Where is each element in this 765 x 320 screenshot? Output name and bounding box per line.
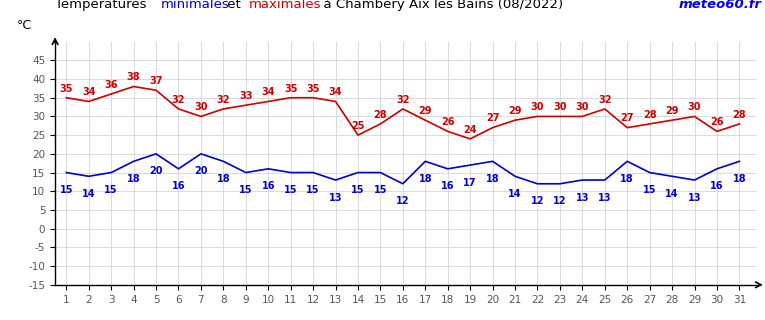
Text: 15: 15 [306, 185, 320, 195]
Text: 12: 12 [396, 196, 409, 206]
Text: 35: 35 [60, 84, 73, 93]
Text: Témpératures: Témpératures [55, 0, 155, 11]
Text: 20: 20 [149, 166, 163, 176]
Text: 20: 20 [194, 166, 207, 176]
Text: 12: 12 [531, 196, 544, 206]
Text: 29: 29 [418, 106, 432, 116]
Text: 26: 26 [710, 117, 724, 127]
Text: meteo60.fr: meteo60.fr [679, 0, 761, 11]
Text: 15: 15 [60, 185, 73, 195]
Text: 14: 14 [666, 189, 679, 199]
Text: 18: 18 [216, 174, 230, 184]
Text: 18: 18 [733, 174, 746, 184]
Text: 15: 15 [643, 185, 656, 195]
Text: minimales: minimales [161, 0, 230, 11]
Text: 13: 13 [329, 193, 342, 203]
Text: 30: 30 [688, 102, 702, 112]
Text: 27: 27 [486, 114, 500, 124]
Text: 37: 37 [149, 76, 163, 86]
Text: 18: 18 [620, 174, 634, 184]
Text: 18: 18 [127, 174, 141, 184]
Text: 36: 36 [104, 80, 118, 90]
Text: 14: 14 [508, 189, 522, 199]
Text: 32: 32 [171, 95, 185, 105]
Text: 15: 15 [373, 185, 387, 195]
Text: 28: 28 [643, 110, 656, 120]
Text: à Chambéry Aix les Bains (08/2022): à Chambéry Aix les Bains (08/2022) [315, 0, 563, 11]
Text: 15: 15 [239, 185, 252, 195]
Text: 29: 29 [666, 106, 679, 116]
Text: 29: 29 [508, 106, 522, 116]
Text: 16: 16 [441, 181, 454, 191]
Text: 15: 15 [104, 185, 118, 195]
Text: 32: 32 [598, 95, 611, 105]
Text: 32: 32 [396, 95, 409, 105]
Text: 30: 30 [553, 102, 567, 112]
Text: 16: 16 [710, 181, 724, 191]
Text: 26: 26 [441, 117, 454, 127]
Text: 18: 18 [418, 174, 432, 184]
Text: 13: 13 [598, 193, 611, 203]
Text: et: et [223, 0, 246, 11]
Text: 34: 34 [262, 87, 275, 97]
Text: 30: 30 [194, 102, 207, 112]
Text: 16: 16 [171, 181, 185, 191]
Text: 16: 16 [262, 181, 275, 191]
Text: °C: °C [17, 19, 31, 32]
Text: 30: 30 [531, 102, 544, 112]
Text: 34: 34 [82, 87, 96, 97]
Text: 35: 35 [306, 84, 320, 93]
Text: 30: 30 [575, 102, 589, 112]
Text: 12: 12 [553, 196, 567, 206]
Text: 25: 25 [351, 121, 365, 131]
Text: 13: 13 [688, 193, 702, 203]
Text: 15: 15 [284, 185, 298, 195]
Text: 18: 18 [486, 174, 500, 184]
Text: 14: 14 [82, 189, 96, 199]
Text: 35: 35 [284, 84, 298, 93]
Text: 24: 24 [464, 125, 477, 135]
Text: 38: 38 [127, 72, 141, 82]
Text: 28: 28 [373, 110, 387, 120]
Text: 34: 34 [329, 87, 342, 97]
Text: 15: 15 [351, 185, 365, 195]
Text: 28: 28 [733, 110, 746, 120]
Text: 27: 27 [620, 114, 634, 124]
Text: maximales: maximales [249, 0, 321, 11]
Text: 33: 33 [239, 91, 252, 101]
Text: 13: 13 [575, 193, 589, 203]
Text: 32: 32 [216, 95, 230, 105]
Text: 17: 17 [464, 178, 477, 188]
